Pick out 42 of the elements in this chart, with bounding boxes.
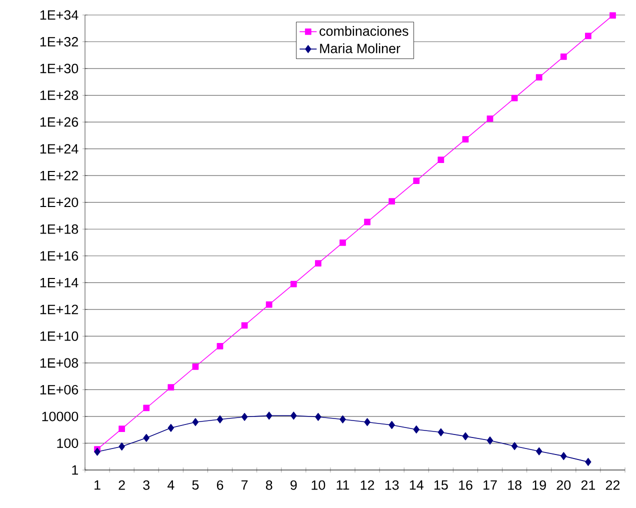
legend-label: combinaciones	[320, 26, 408, 36]
legend-label: Maria Moliner	[320, 43, 400, 54]
x-tick-label: 4	[167, 480, 174, 490]
y-tick-label: 1E+10	[40, 331, 78, 341]
x-tick-label: 18	[508, 480, 522, 490]
y-tick-label: 1E+12	[40, 304, 78, 314]
x-tick-label: 3	[143, 480, 150, 490]
x-tick-label: 20	[556, 480, 571, 490]
y-tick-label: 1E+16	[40, 251, 78, 261]
y-tick-label: 1E+28	[40, 90, 78, 100]
x-tick-label: 22	[606, 480, 620, 490]
y-tick-label: 10000	[42, 412, 78, 422]
y-tick-label: 1E+30	[40, 64, 78, 74]
x-tick-label: 15	[434, 480, 448, 490]
y-tick-label: 1	[72, 465, 78, 475]
y-tick-label: 1E+26	[40, 117, 78, 127]
x-tick-label: 12	[360, 480, 374, 490]
x-tick-label: 19	[532, 480, 546, 490]
x-tick-label: 2	[118, 480, 125, 490]
x-tick-label: 9	[290, 480, 297, 490]
x-tick-label: 8	[266, 480, 272, 490]
x-tick-label: 16	[459, 480, 472, 490]
x-tick-label: 11	[336, 480, 350, 490]
y-tick-label: 1E+06	[40, 384, 78, 394]
y-tick-label: 1E+18	[40, 224, 78, 234]
x-tick-label: 17	[484, 480, 497, 490]
y-tick-label: 1E+08	[40, 358, 78, 368]
y-tick-label: 1E+22	[40, 170, 78, 180]
y-tick-label: 1E+32	[40, 36, 78, 47]
x-tick-label: 6	[216, 480, 224, 490]
y-tick-label: 100	[57, 438, 78, 448]
y-tick-label: 1E+20	[40, 198, 78, 208]
x-tick-label: 21	[581, 480, 596, 490]
y-tick-label: 1E+34	[40, 10, 78, 20]
x-tick-label: 5	[192, 480, 199, 490]
y-tick-label: 1E+24	[40, 144, 78, 154]
y-tick-label: 1E+14	[40, 278, 78, 288]
x-tick-label: 10	[312, 480, 326, 490]
x-tick-label: 1	[94, 480, 100, 490]
x-tick-label: 13	[385, 480, 399, 490]
x-tick-label: 7	[241, 480, 248, 490]
x-tick-label: 14	[410, 480, 424, 490]
